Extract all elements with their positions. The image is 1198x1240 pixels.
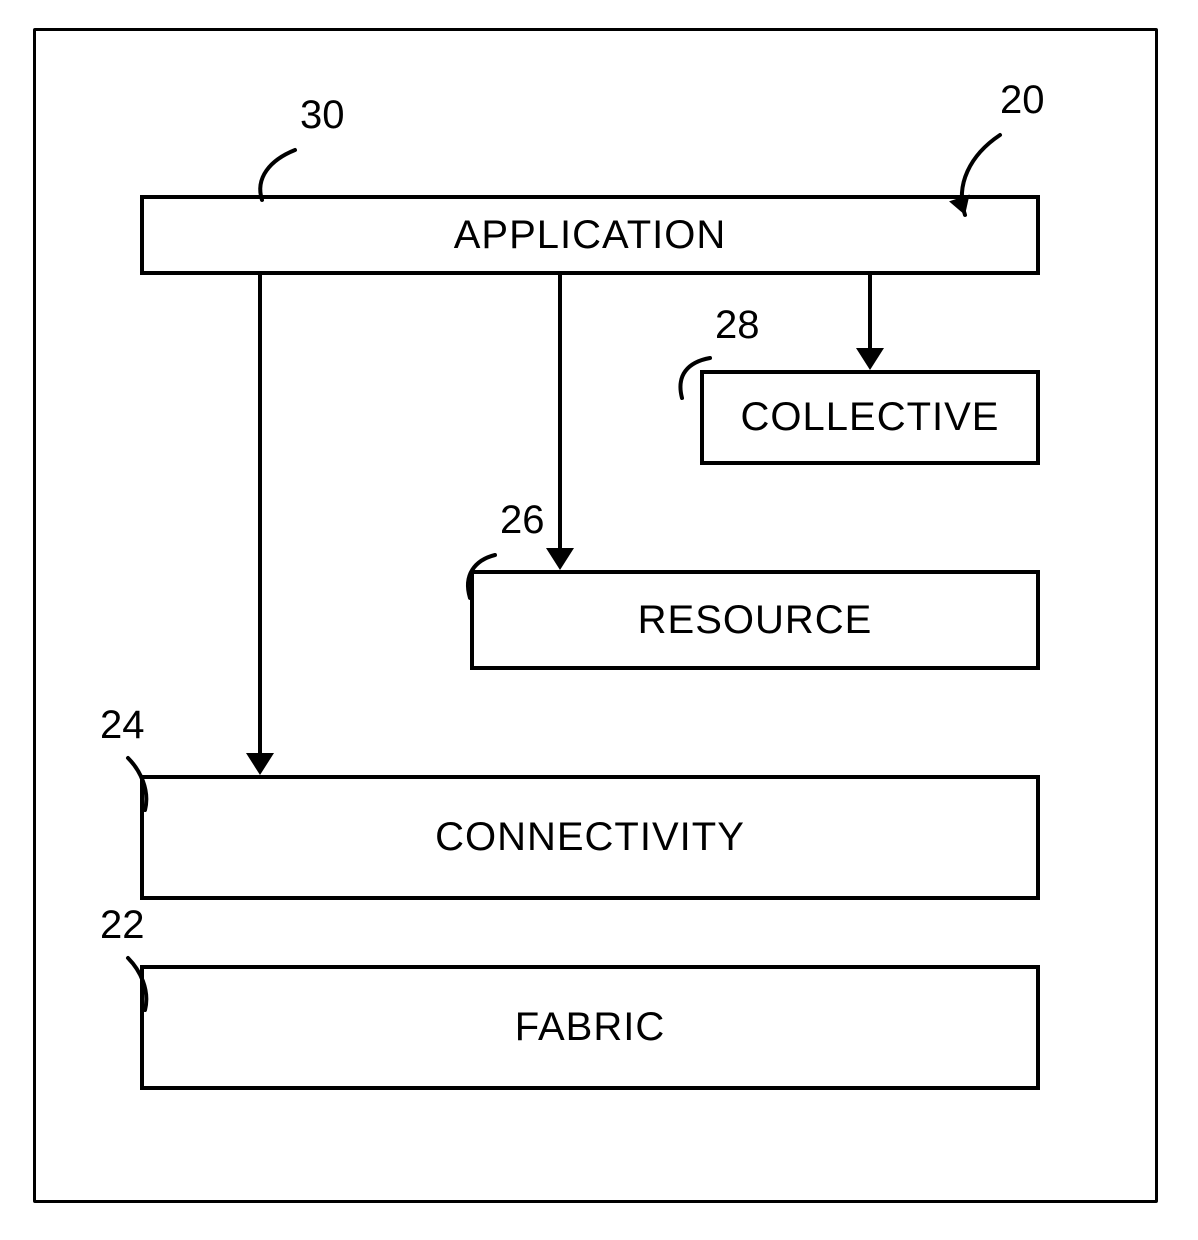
box-fabric: FABRIC	[140, 965, 1040, 1090]
diagram-stage: APPLICATION COLLECTIVE RESOURCE CONNECTI…	[0, 0, 1198, 1240]
box-resource: RESOURCE	[470, 570, 1040, 670]
ref-28: 28	[715, 303, 760, 348]
box-resource-label: RESOURCE	[638, 598, 873, 643]
ref-22: 22	[100, 903, 145, 948]
box-application-label: APPLICATION	[454, 213, 727, 258]
box-connectivity: CONNECTIVITY	[140, 775, 1040, 900]
box-connectivity-label: CONNECTIVITY	[435, 815, 745, 860]
box-collective-label: COLLECTIVE	[741, 395, 1000, 440]
ref-24: 24	[100, 703, 145, 748]
box-application: APPLICATION	[140, 195, 1040, 275]
box-fabric-label: FABRIC	[515, 1005, 665, 1050]
ref-26: 26	[500, 498, 545, 543]
ref-20: 20	[1000, 78, 1045, 123]
box-collective: COLLECTIVE	[700, 370, 1040, 465]
ref-30: 30	[300, 93, 345, 138]
